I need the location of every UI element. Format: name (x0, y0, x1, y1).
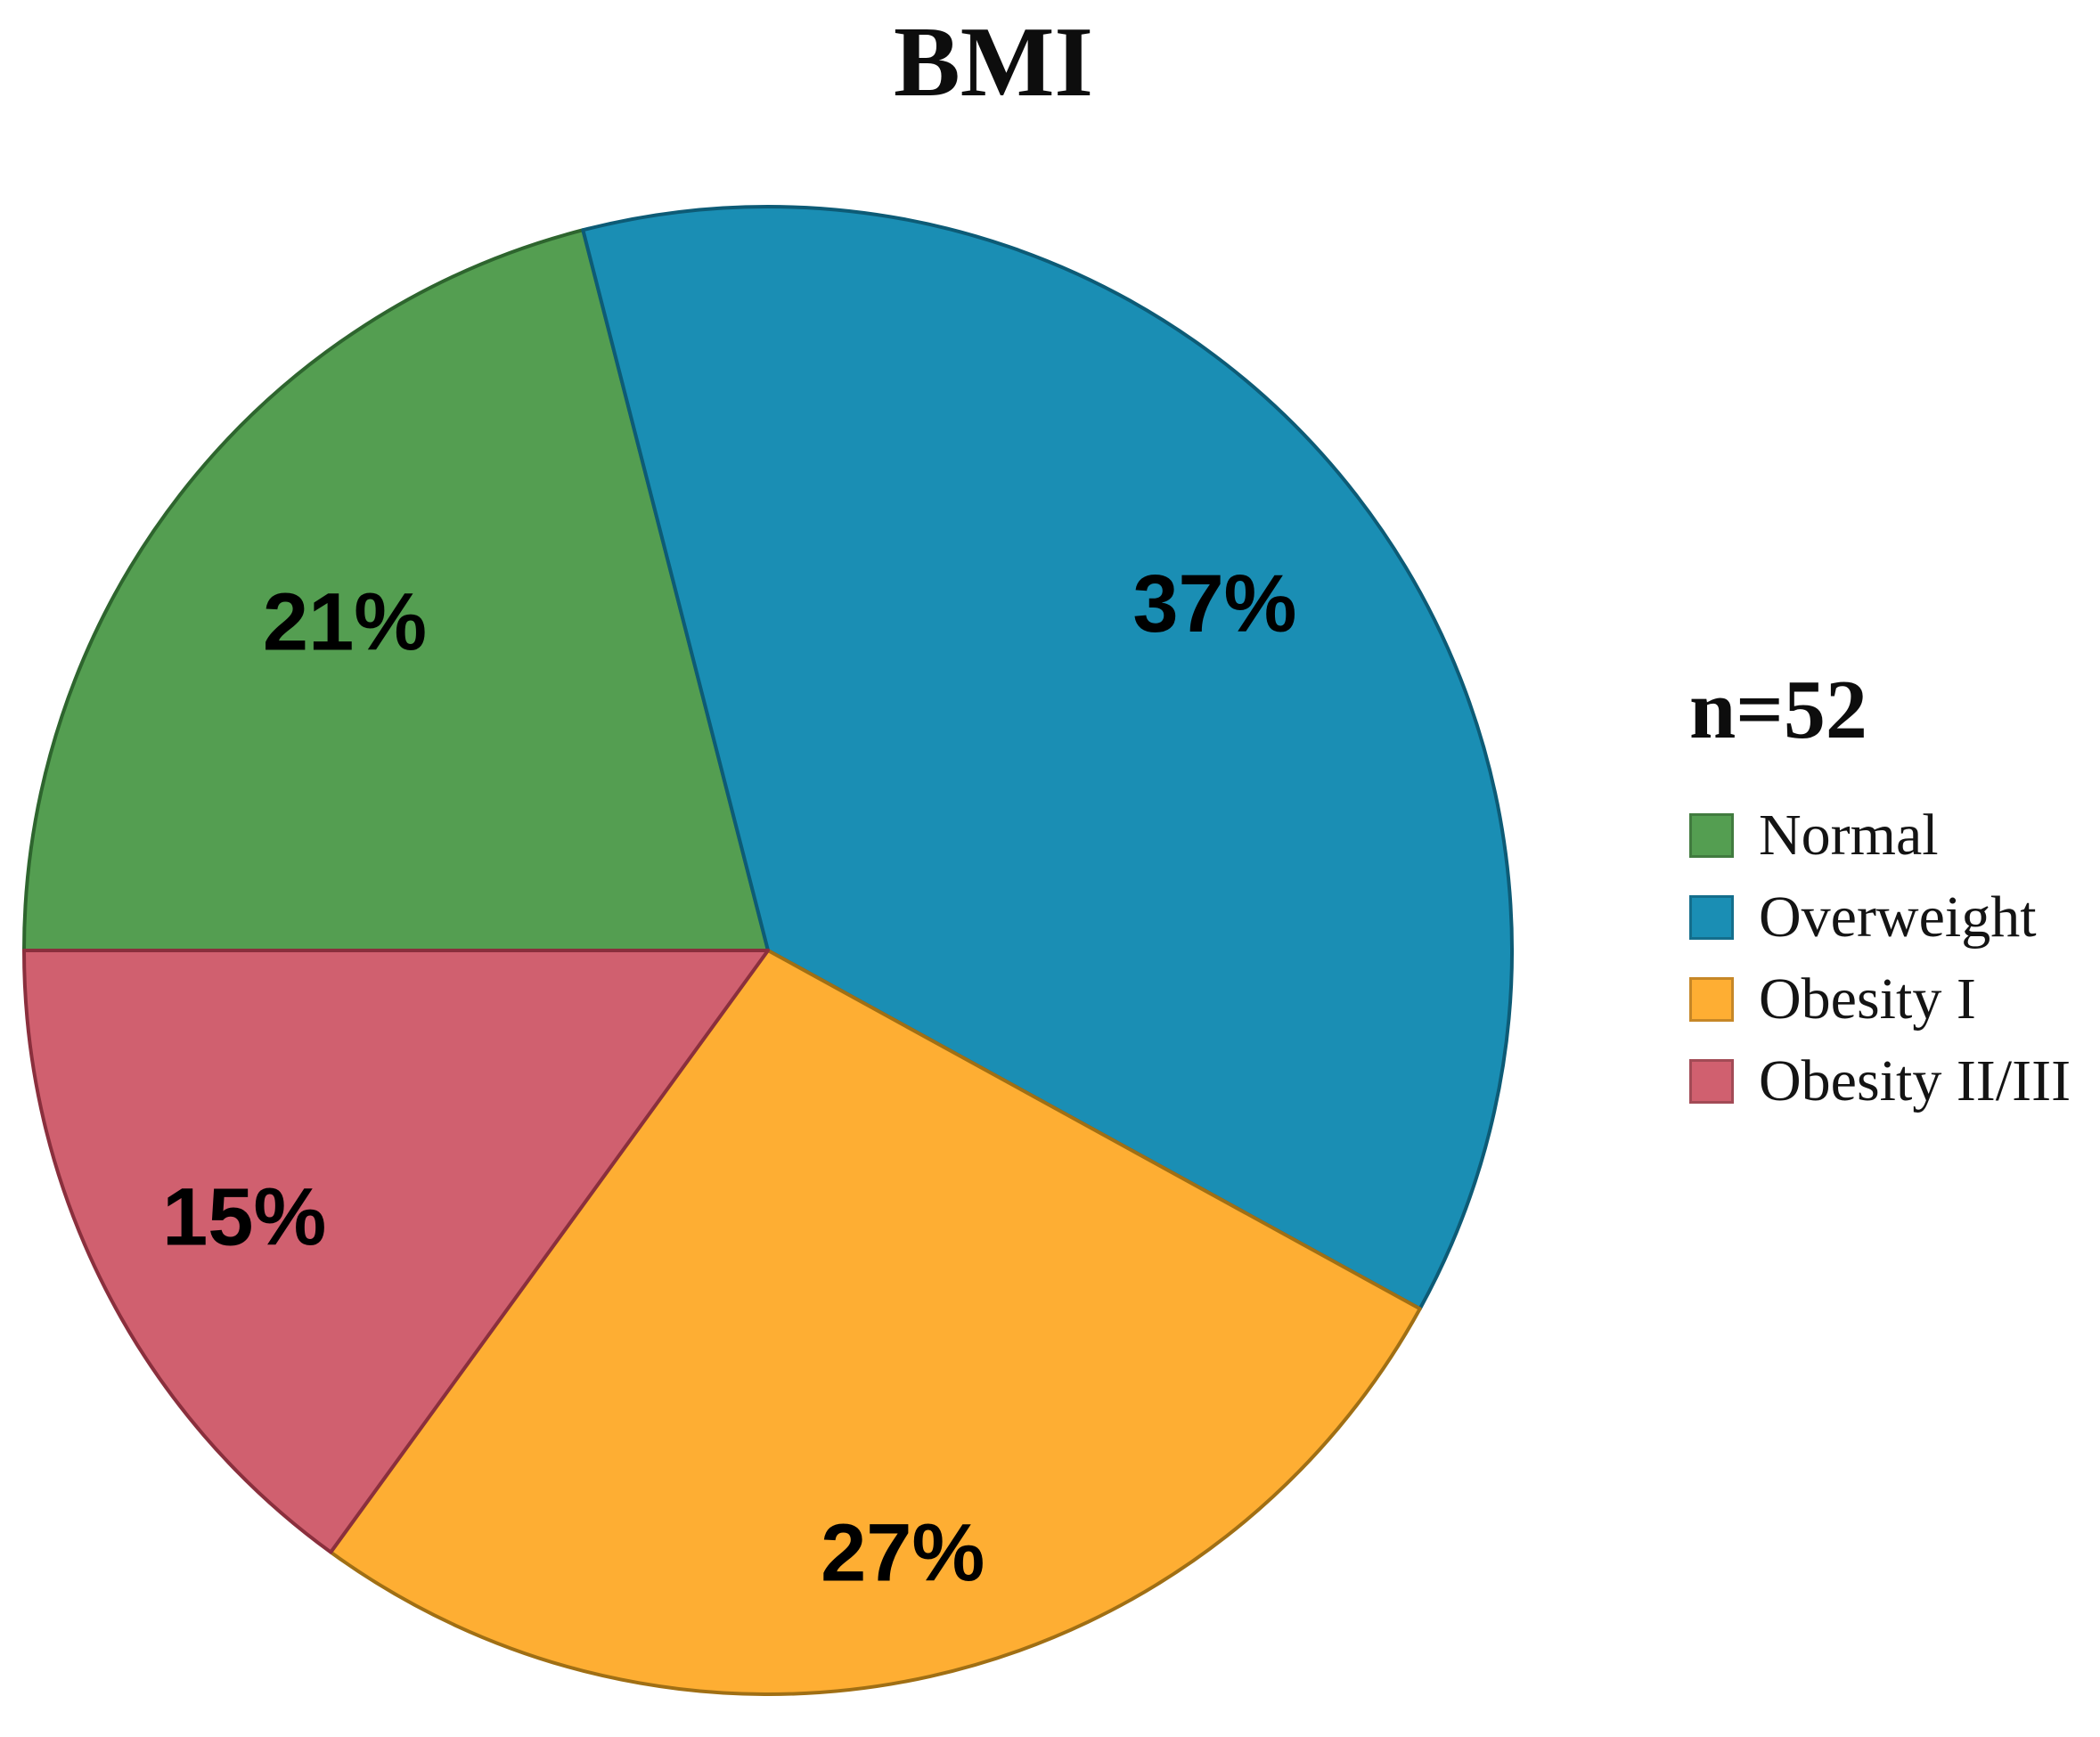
pie-slice-obesity-i (329, 949, 1422, 1696)
legend-label-normal: Normal (1759, 803, 1939, 868)
pie-label-normal: 21% (263, 577, 427, 668)
legend-item-normal: Normal (1689, 795, 2071, 877)
legend-label-overweight: Overweight (1759, 885, 2037, 950)
legend-item-overweight: Overweight (1689, 877, 2071, 958)
legend: n=52 Normal Overweight Obesity I Obesity… (1689, 668, 2071, 1122)
legend-sample-size: n=52 (1689, 664, 1867, 756)
pie-slice-obesity-ii-iii (22, 949, 770, 1554)
pie-slice-normal (22, 228, 770, 952)
legend-item-obesity-1: Obesity I (1689, 958, 2071, 1040)
legend-label-obesity-2-3: Obesity II/III (1759, 1048, 2071, 1113)
legend-swatch-obesity-2-3 (1689, 1059, 1734, 1104)
pie-label-obesity-i: 27% (821, 1507, 985, 1598)
pie-label-overweight: 37% (1132, 559, 1296, 649)
pie-label-obesity-ii-iii: 15% (162, 1172, 326, 1263)
legend-swatch-obesity-1 (1689, 977, 1734, 1022)
pie-slice-overweight (581, 205, 1514, 1311)
legend-swatch-normal (1689, 813, 1734, 858)
legend-swatch-overweight (1689, 895, 1734, 940)
chart-title: BMI (894, 7, 1093, 118)
legend-item-obesity-2-3: Obesity II/III (1689, 1040, 2071, 1122)
legend-label-obesity-1: Obesity I (1759, 966, 1976, 1032)
